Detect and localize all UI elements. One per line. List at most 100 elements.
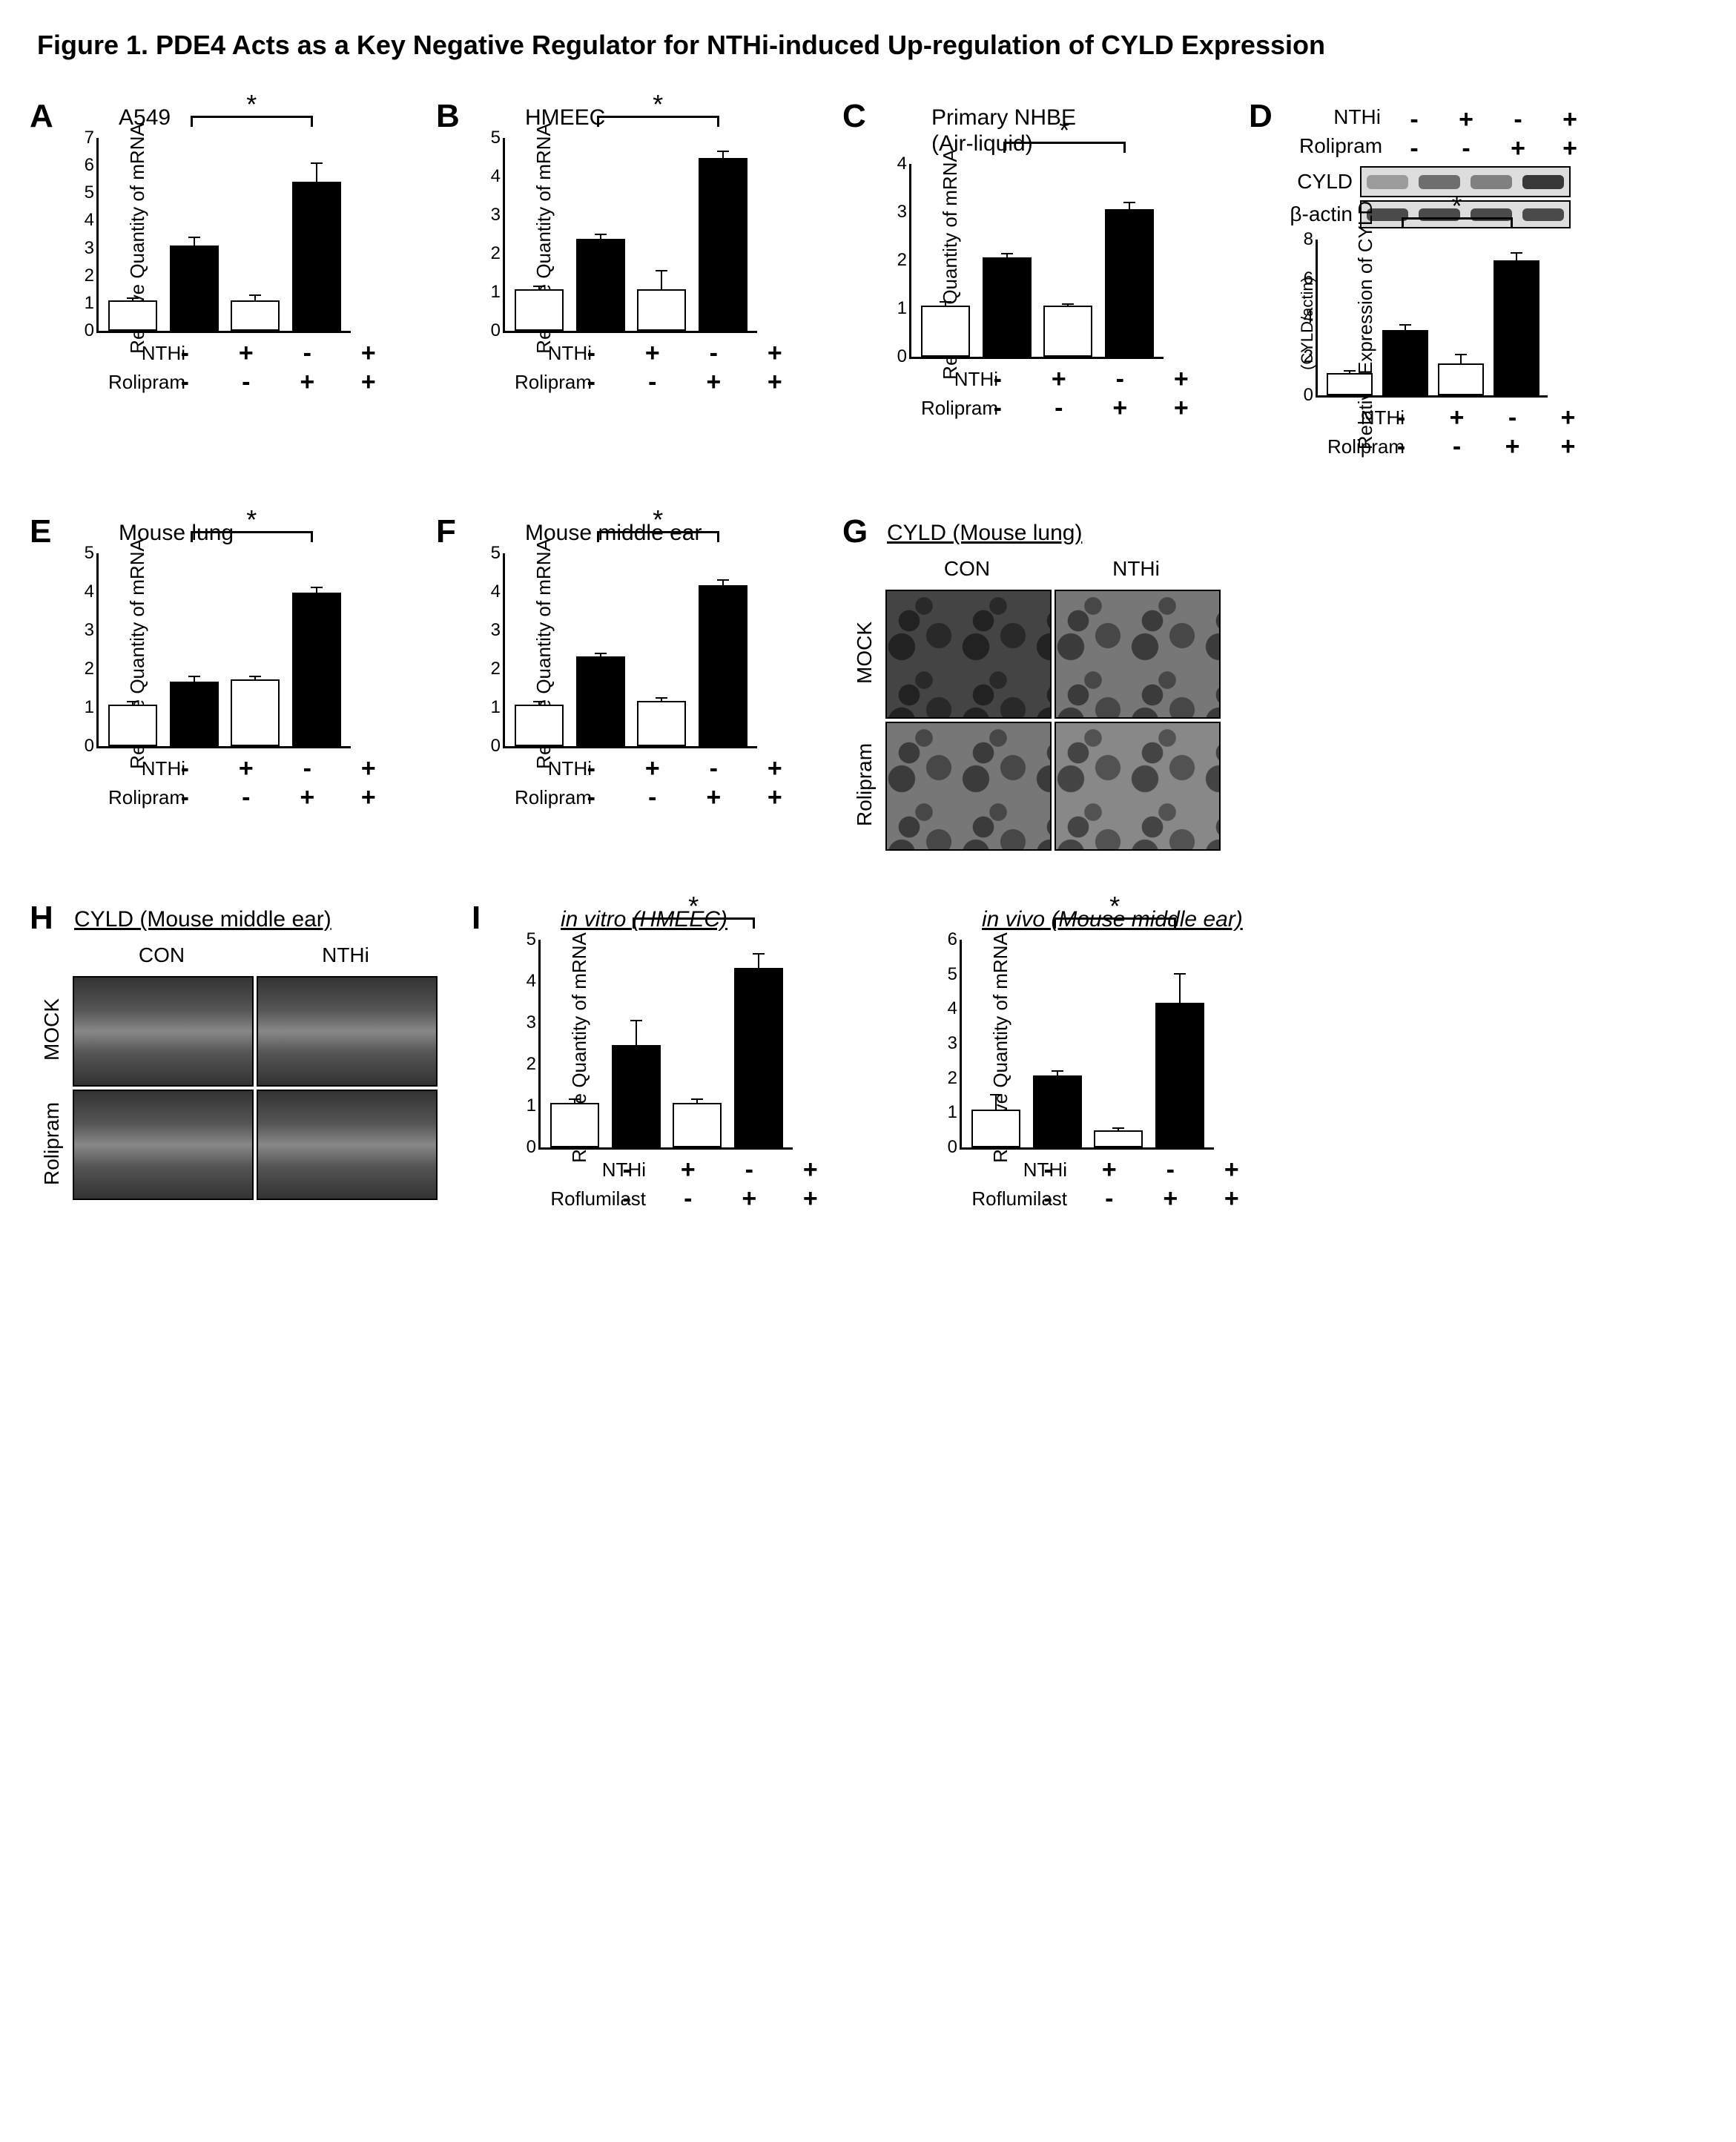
treatment-symbol: + [1140, 1184, 1201, 1213]
image-column-header: NTHi [257, 943, 435, 970]
panel-title: Primary NHBE [931, 105, 1212, 131]
blot-treatment-symbol: - [1388, 105, 1440, 134]
panel-I: Iin vitro (HMEEC)Relative Quantity of mR… [479, 907, 1262, 1213]
panel-letter: H [30, 900, 53, 937]
blot-band-name: β-actin [1271, 202, 1360, 226]
histology-image [257, 1090, 438, 1200]
panel-F: FMouse middle earRelative Quantity of mR… [443, 521, 805, 812]
panel-title: CYLD (Mouse lung) [887, 521, 1218, 546]
blot-treatment-symbol: + [1544, 134, 1596, 163]
figure-title: Figure 1. PDE4 Acts as a Key Negative Re… [37, 30, 1699, 61]
bar [673, 1103, 722, 1147]
bar [612, 1045, 661, 1147]
blot-treatment-symbol: + [1492, 134, 1544, 163]
treatment-symbol: + [1201, 1156, 1263, 1184]
treatment-symbol: - [719, 1156, 780, 1184]
treatment-symbol: + [1201, 1184, 1263, 1213]
treatment-symbol: + [622, 754, 684, 783]
histology-image [257, 976, 438, 1087]
blot-treatment-name: Rolipram [1299, 134, 1388, 163]
bar [1094, 1130, 1143, 1147]
image-row-header: Rolipram [850, 722, 879, 848]
panel-letter: A [30, 98, 53, 135]
bar [1327, 373, 1373, 395]
bar [921, 306, 970, 357]
histology-image [885, 722, 1052, 851]
panel-title: HMEEC [525, 105, 805, 131]
histology-image [1055, 722, 1221, 851]
bar [170, 245, 219, 331]
image-row-header: Rolipram [37, 1090, 67, 1197]
bar [1033, 1075, 1082, 1147]
image-row-header: MOCK [37, 976, 67, 1084]
treatment-symbol: + [622, 339, 684, 368]
bar [515, 705, 564, 746]
bar [983, 257, 1032, 357]
bar [734, 968, 783, 1147]
panel-letter: B [436, 98, 460, 135]
treatment-symbol: - [658, 1184, 719, 1213]
treatment-symbol: - [154, 754, 216, 783]
panel-title: A549 [119, 105, 399, 131]
treatment-symbol: - [561, 754, 622, 783]
significance-star: * [1451, 191, 1462, 222]
bar [1438, 363, 1484, 395]
panel-title: CYLD (Mouse middle ear) [74, 907, 435, 932]
treatment-symbol: - [967, 394, 1029, 423]
treatment-symbol: - [216, 783, 277, 812]
bar [1494, 260, 1539, 396]
treatment-symbol: + [1029, 365, 1090, 394]
treatment-symbol: - [683, 339, 745, 368]
panel-title: in vitro (HMEEC) [561, 907, 841, 932]
significance-star: * [1059, 115, 1069, 146]
image-row-header: MOCK [850, 590, 879, 716]
panel-C: CPrimary NHBE(Air-liquid)Relative Quanti… [850, 105, 1212, 423]
bar [637, 701, 686, 746]
treatment-symbol: + [338, 783, 400, 812]
bar [576, 656, 625, 746]
panel-title: Mouse middle ear [525, 521, 805, 546]
bar [1105, 209, 1154, 357]
treatment-symbol: - [1373, 432, 1429, 461]
treatment-symbol: - [622, 368, 684, 397]
bar [231, 300, 280, 331]
treatment-symbol: - [1017, 1184, 1079, 1213]
image-column-header: CON [885, 557, 1049, 584]
treatment-symbol: - [1429, 432, 1485, 461]
bar [576, 239, 625, 331]
treatment-symbol: + [780, 1156, 842, 1184]
significance-star: * [246, 89, 257, 120]
blot-treatment-symbol: + [1544, 105, 1596, 134]
treatment-symbol: + [338, 339, 400, 368]
treatment-symbol: - [967, 365, 1029, 394]
bar [699, 585, 747, 746]
row-1: AA549Relative Quantity of mRNA01234567*N… [37, 105, 1699, 461]
treatment-symbol: - [277, 339, 338, 368]
treatment-symbol: + [216, 754, 277, 783]
blot-band-name: CYLD [1271, 170, 1360, 194]
treatment-symbol: + [338, 754, 400, 783]
blot-treatment-symbol: - [1440, 134, 1492, 163]
treatment-symbol: + [719, 1184, 780, 1213]
panel-B: BHMEECRelative Quantity of mRNA012345*NT… [443, 105, 805, 397]
bar [637, 289, 686, 331]
treatment-symbol: - [1373, 403, 1429, 432]
treatment-symbol: - [622, 783, 684, 812]
treatment-symbol: - [561, 783, 622, 812]
bar [971, 1110, 1020, 1147]
treatment-symbol: + [745, 368, 806, 397]
treatment-symbol: + [745, 754, 806, 783]
treatment-symbol: - [1089, 365, 1151, 394]
significance-star: * [653, 504, 663, 536]
treatment-symbol: + [1079, 1156, 1141, 1184]
treatment-symbol: - [216, 368, 277, 397]
treatment-symbol: - [277, 754, 338, 783]
histology-image [73, 976, 254, 1087]
histology-image [885, 590, 1052, 719]
treatment-symbol: + [1540, 403, 1596, 432]
treatment-symbol: - [561, 368, 622, 397]
treatment-symbol: + [1540, 432, 1596, 461]
panel-H: HCYLD (Mouse middle ear)CONNTHiMOCKRolip… [37, 907, 435, 1197]
treatment-symbol: - [561, 339, 622, 368]
bar [1382, 330, 1428, 395]
